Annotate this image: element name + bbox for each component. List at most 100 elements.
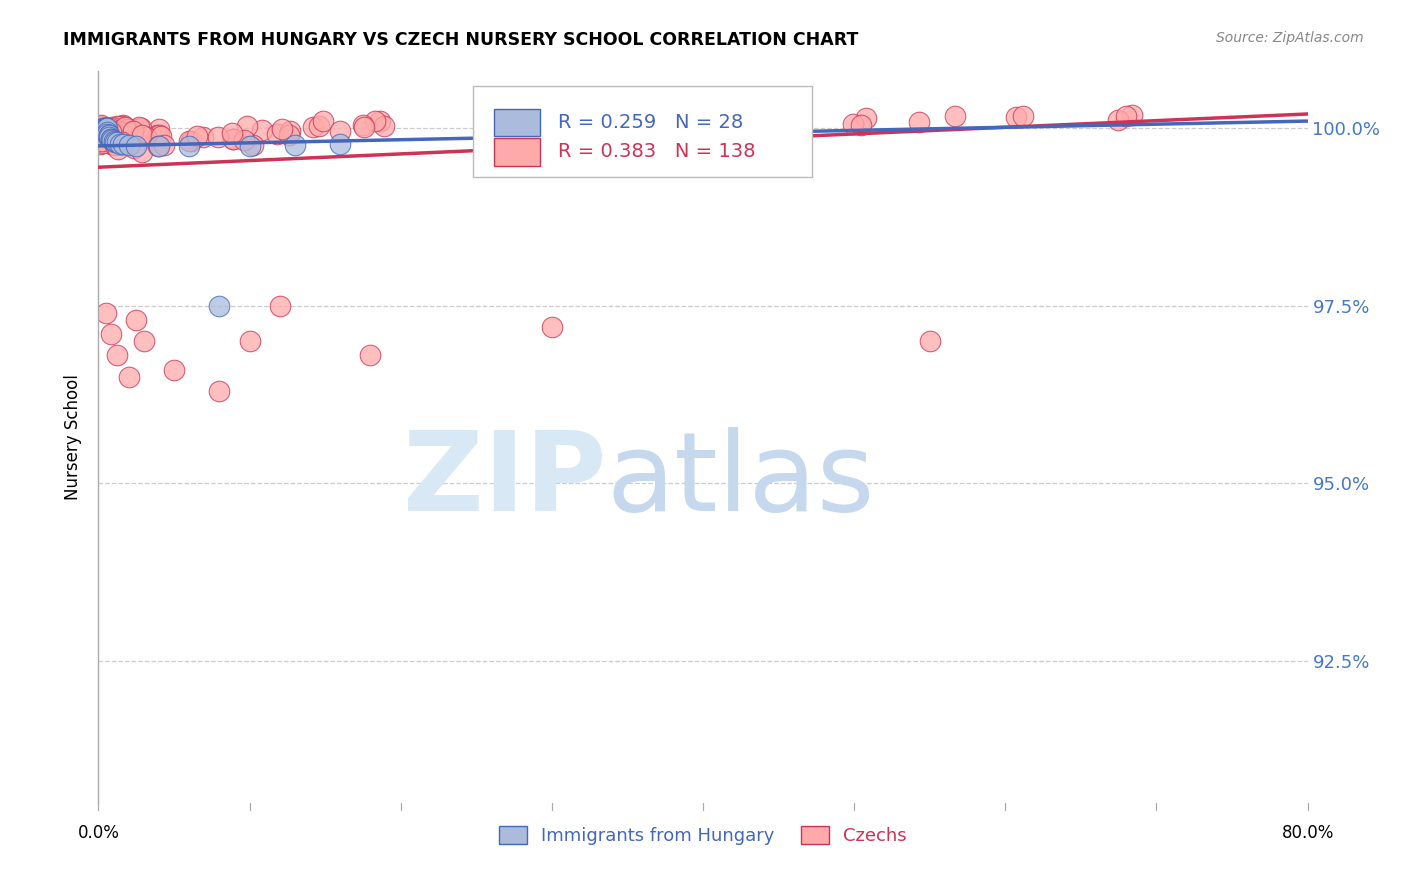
Point [93,121,115,136]
Point [135,129,157,144]
Point [118,135,141,149]
Point [89,131,111,145]
Point [125,313,148,327]
Point [100,136,122,151]
Point [193,129,215,144]
Point [98,134,121,148]
Point [1004,110,1026,124]
Point [266,127,288,141]
Point [112,120,135,134]
Point [108,136,131,151]
Point [1012,109,1035,123]
Point [221,126,243,140]
Point [100,125,122,139]
Point [749,118,772,132]
Point [98,128,121,143]
Point [125,139,148,153]
Point [111,138,134,153]
Point [553,122,575,136]
Point [96,128,118,142]
Point [284,137,307,152]
Point [208,299,231,313]
Text: atlas: atlas [606,427,875,534]
Point [91,127,114,141]
Point [129,120,152,135]
Y-axis label: Nursery School: Nursery School [65,374,83,500]
Point [312,114,335,128]
Point [117,122,139,136]
Point [242,138,264,153]
Point [135,130,157,145]
Point [105,136,128,150]
Point [1121,108,1143,122]
Point [207,130,229,145]
Point [107,127,129,141]
Point [269,299,291,313]
Point [96,121,118,136]
Point [352,118,374,132]
Point [308,119,330,133]
Point [564,122,586,136]
Point [149,129,172,144]
Text: 0.0%: 0.0% [77,824,120,842]
Point [148,139,170,153]
Point [1107,113,1129,128]
Point [111,120,134,134]
Point [94,132,117,146]
Point [94,121,117,136]
Point [146,128,169,143]
Point [678,120,700,134]
Point [270,121,292,136]
Point [98,129,121,144]
Point [97,131,120,145]
Point [329,124,352,138]
Text: R = 0.383   N = 138: R = 0.383 N = 138 [558,143,755,161]
Point [250,123,273,137]
Point [373,119,395,133]
Text: R = 0.259   N = 28: R = 0.259 N = 28 [558,113,744,132]
Point [744,119,766,133]
Point [111,136,134,151]
Point [131,128,153,143]
Point [103,136,125,151]
Point [104,124,127,138]
Point [91,127,114,141]
Point [114,120,136,134]
Point [101,133,124,147]
Point [236,120,259,134]
Point [94,123,117,137]
Point [153,137,176,152]
Point [98,124,121,138]
Point [278,124,301,138]
Point [221,132,243,146]
Point [118,138,141,153]
Point [148,139,170,153]
Point [943,109,966,123]
Text: Source: ZipAtlas.com: Source: ZipAtlas.com [1216,31,1364,45]
Point [111,128,134,143]
Point [673,120,696,135]
Point [239,139,262,153]
Point [117,134,139,148]
Point [754,120,776,135]
Point [94,121,117,136]
Point [368,114,391,128]
Point [100,132,122,146]
FancyBboxPatch shape [474,86,811,178]
Point [89,119,111,133]
Point [668,122,690,136]
Point [117,126,139,140]
Point [107,142,129,156]
Point [107,125,129,139]
Point [842,117,865,131]
Point [163,362,186,376]
Point [110,125,132,139]
Point [208,384,231,398]
Point [302,120,325,134]
Point [93,128,115,142]
Point [105,348,128,362]
Point [855,112,877,126]
Point [128,120,150,134]
Text: 80.0%: 80.0% [1281,824,1334,842]
Point [89,122,111,136]
